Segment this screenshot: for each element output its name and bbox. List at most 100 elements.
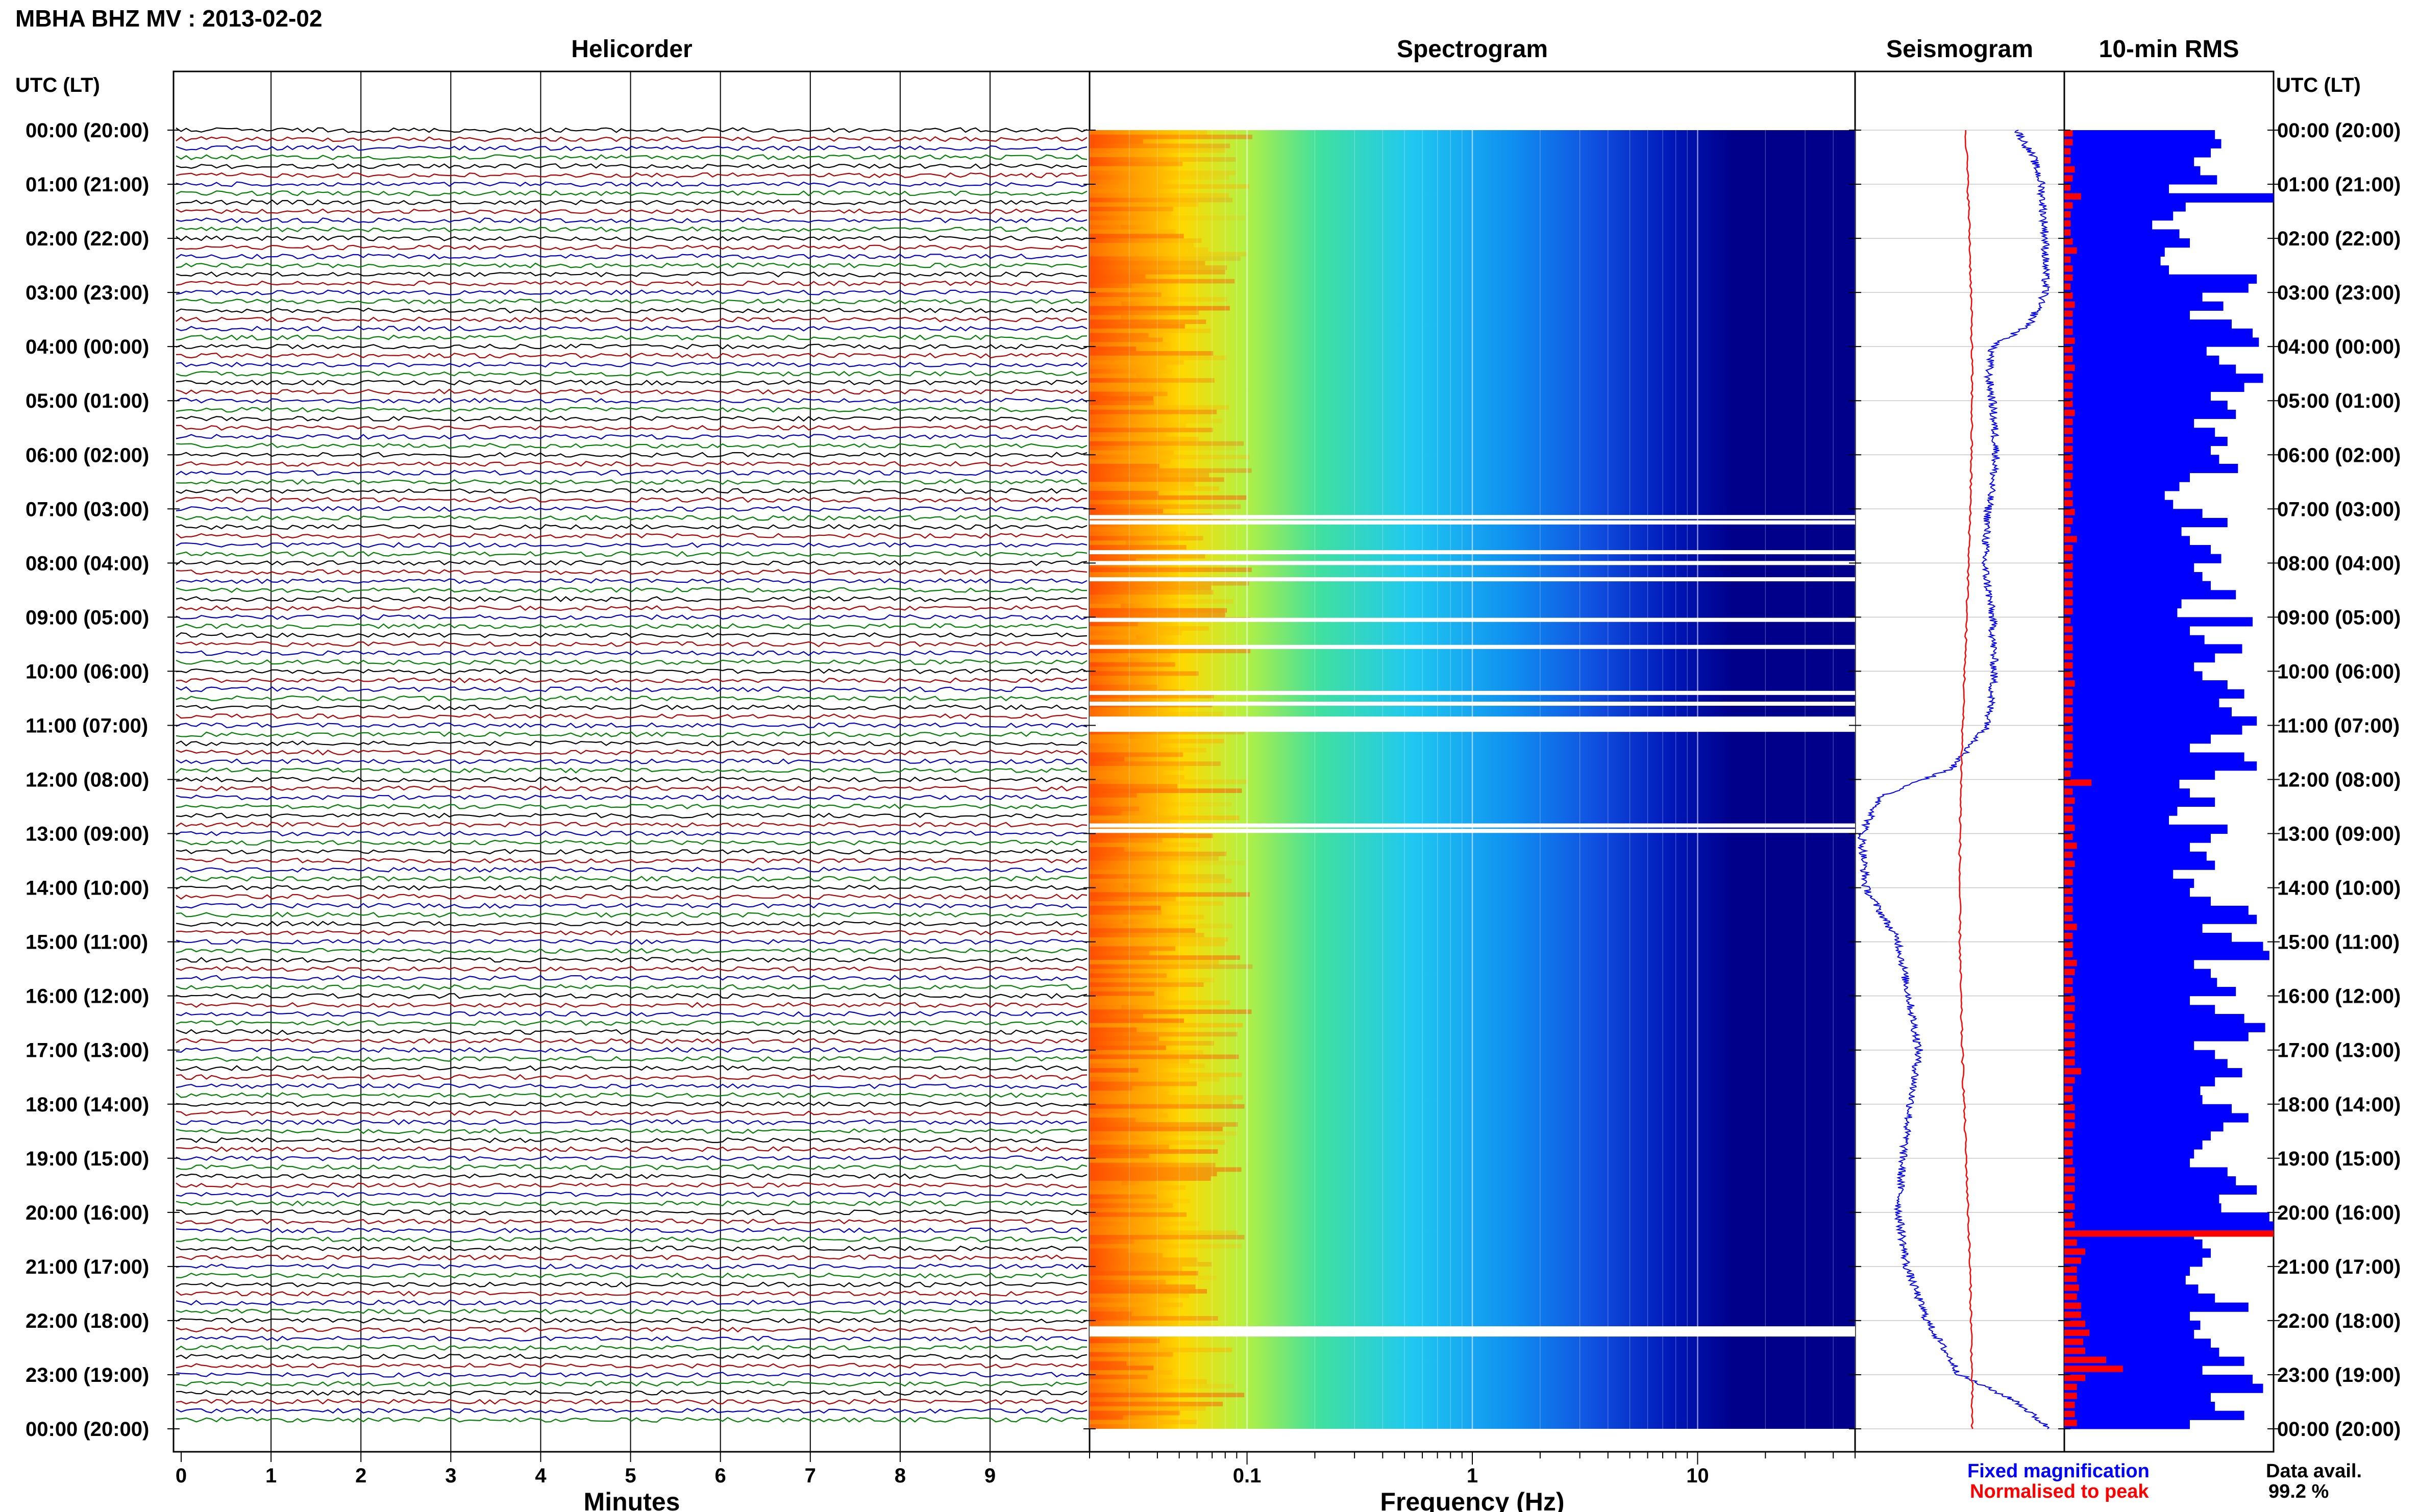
rms-peak-bar [2064,1284,2079,1291]
rms-bar [2064,897,2211,906]
rms-peak-bar [2064,1302,2081,1309]
helicorder-trace [176,1353,1088,1360]
rms-bar [2064,1284,2199,1294]
time-tick-label-right: 07:00 (03:00) [2277,498,2401,520]
rms-bar [2064,590,2236,600]
rms-bar [2064,878,2194,888]
helicorder-trace [176,370,1088,377]
rms-bar [2064,220,2153,230]
rms-bar [2064,436,2228,447]
spectrogram-row [1090,328,1211,333]
data-avail-label: Data avail. [2266,1460,2362,1482]
rms-peak-bar [2064,581,2073,588]
spectrogram-row [1090,1257,1198,1262]
helicorder-trace [176,388,1088,395]
time-tick-label-left: 20:00 (16:00) [26,1202,149,1224]
rms-bar [2064,671,2203,681]
rms-bar [2064,644,2242,654]
spectrogram-row [1090,802,1232,807]
rms-peak-bar [2064,229,2071,236]
rms-bar [2064,887,2190,897]
helicorder-trace [176,244,1088,251]
rms-peak-bar [2064,355,2073,362]
rms-bar [2064,1212,2269,1222]
rms-peak-bar [2064,238,2073,245]
helicorder-trace [176,1291,1088,1297]
rms-bar [2064,500,2174,509]
rms-bar [2064,310,2190,320]
time-tick-label-left: 14:00 (10:00) [26,877,149,900]
rms-peak-bar [2064,130,2073,137]
rms-bar [2064,391,2211,401]
rms-peak-bar [2064,905,2073,912]
spectrogram-row [1090,991,1154,996]
rms-bar [2064,301,2224,311]
spectrogram-row [1090,941,1225,947]
helicorder-trace [176,1038,1088,1044]
minutes-tick-label: 0 [176,1465,187,1487]
spectrogram-row [1090,378,1215,383]
helicorder-trace [176,289,1088,295]
spectrogram-row [1090,1158,1150,1163]
spectrogram-row [1090,1253,1163,1258]
spectrogram-row [1090,1036,1159,1042]
spectrogram-row [1090,738,1224,743]
helicorder-trace [176,713,1088,720]
rms-bar [2064,959,2194,970]
spectrogram-row [1090,1072,1242,1077]
spectrogram-row [1090,409,1217,414]
rms-bar [2064,996,2190,1005]
helicorder-trace [176,506,1088,512]
spectrogram-row [1090,1266,1182,1271]
rms-peak-bar [2064,184,2071,191]
helicorder-trace [176,1074,1088,1080]
rms-bar [2064,860,2215,870]
time-tick-label-right: 14:00 (10:00) [2277,877,2401,900]
spectrogram-row [1090,815,1240,821]
spectrogram-row [1090,1347,1232,1352]
spectrogram-row [1090,482,1195,487]
rms-bar [2064,346,2207,356]
spectrogram-row [1090,441,1244,446]
spectrogram-row [1090,883,1124,888]
rms-peak-bar [2064,1113,2075,1120]
spectrogram-row [1090,603,1121,608]
rms-bar [2064,1239,2203,1249]
time-tick-label-left: 21:00 (17:00) [26,1256,149,1278]
time-tick-label-left: 05:00 (01:00) [26,390,149,412]
rms-peak-bar [2064,374,2073,380]
rms-bar [2064,337,2259,347]
rms-peak-bar [2064,1158,2073,1165]
rms-peak-bar [2064,671,2073,678]
rms-bar [2064,1311,2190,1321]
rms-bar [2064,292,2203,302]
rms-bar [2064,870,2174,879]
helicorder-trace [176,749,1088,756]
helicorder-trace [176,524,1088,530]
helicorder-trace [176,1209,1088,1216]
rms-bar [2064,905,2249,915]
spectrogram-row [1090,590,1214,595]
rms-bar [2064,1203,2221,1213]
rms-peak-bar [2064,1320,2085,1327]
rms-bar [2064,1005,2215,1014]
rms-peak-bar [2064,428,2073,434]
time-tick-label-right: 09:00 (05:00) [2277,606,2401,629]
spectrogram-row [1090,892,1250,897]
helicorder-trace [176,993,1088,999]
utc-label-right: UTC (LT) [2276,74,2361,96]
rms-bar [2064,1158,2190,1168]
helicorder-trace [176,1047,1088,1053]
spectrogram-row [1090,215,1246,220]
helicorder-trace [176,172,1088,179]
spectrogram-row [1090,134,1252,139]
rms-bar [2064,1221,2274,1231]
spectrogram-row [1090,396,1153,401]
time-tick-label-right: 12:00 (08:00) [2277,769,2401,791]
rms-bar [2064,1266,2190,1276]
rms-peak-bar [2064,319,2073,326]
spectrogram-row [1090,247,1208,252]
spectrogram-row [1090,1063,1205,1069]
spectrogram-row [1090,594,1155,600]
spectrogram-row [1090,306,1230,311]
